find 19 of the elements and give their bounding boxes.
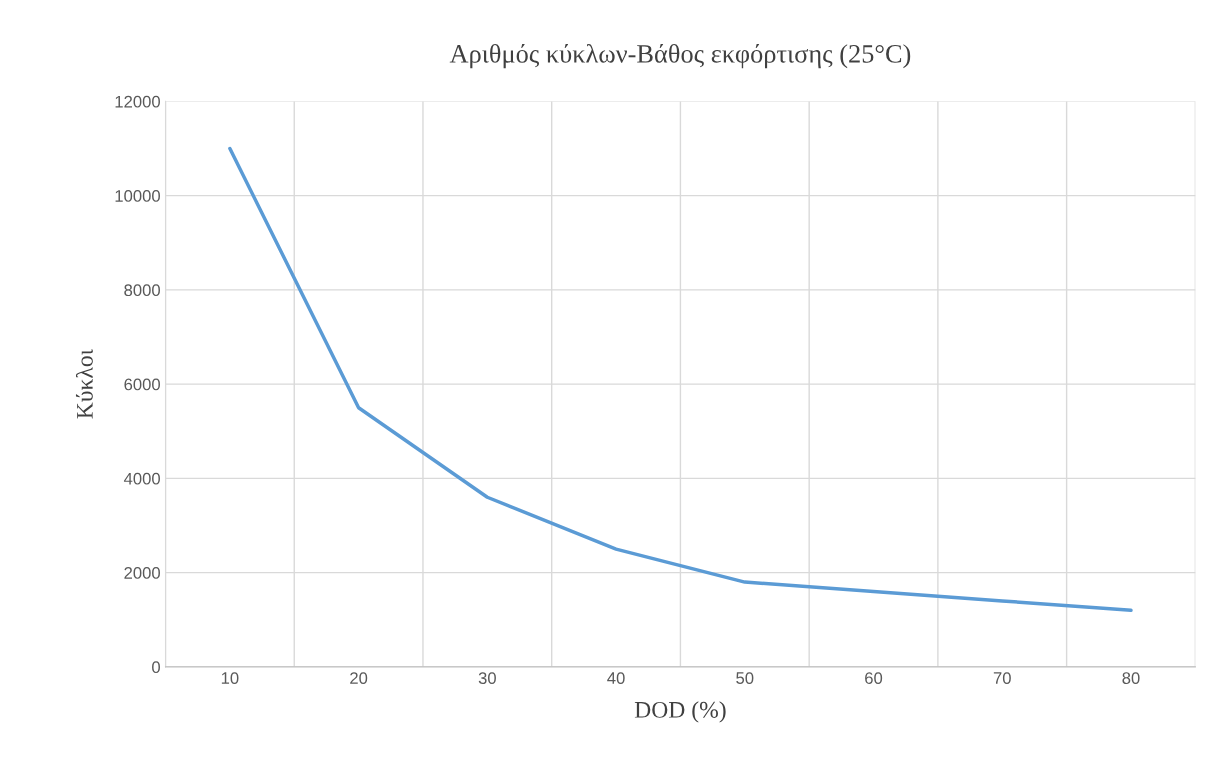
x-tick-label: 30 xyxy=(478,672,496,684)
x-axis-title: DOD (%) xyxy=(634,701,726,723)
x-tick-label: 20 xyxy=(350,672,368,684)
y-tick-label: 4000 xyxy=(123,472,160,485)
chart-title: Αριθμός κύκλων-Βάθος εκφόρτισης (25°C) xyxy=(449,43,911,69)
x-tick-label: 60 xyxy=(865,672,883,684)
y-tick-label: 10000 xyxy=(115,190,160,202)
y-tick-label: 8000 xyxy=(124,284,160,297)
y-tick-label: 12000 xyxy=(115,95,160,108)
line-series xyxy=(228,146,1133,613)
y-tick-label: 6000 xyxy=(124,378,160,391)
x-tick-label: 70 xyxy=(993,672,1011,684)
x-tick-label: 80 xyxy=(1122,672,1140,684)
x-tick-label: 50 xyxy=(736,672,754,684)
x-tick-label: 40 xyxy=(607,672,625,684)
x-tick-label: 10 xyxy=(221,672,239,684)
y-axis-title: Κύκλοι xyxy=(75,349,93,419)
y-tick-label: 2000 xyxy=(124,567,160,579)
y-tick-label: 0 xyxy=(152,661,160,674)
